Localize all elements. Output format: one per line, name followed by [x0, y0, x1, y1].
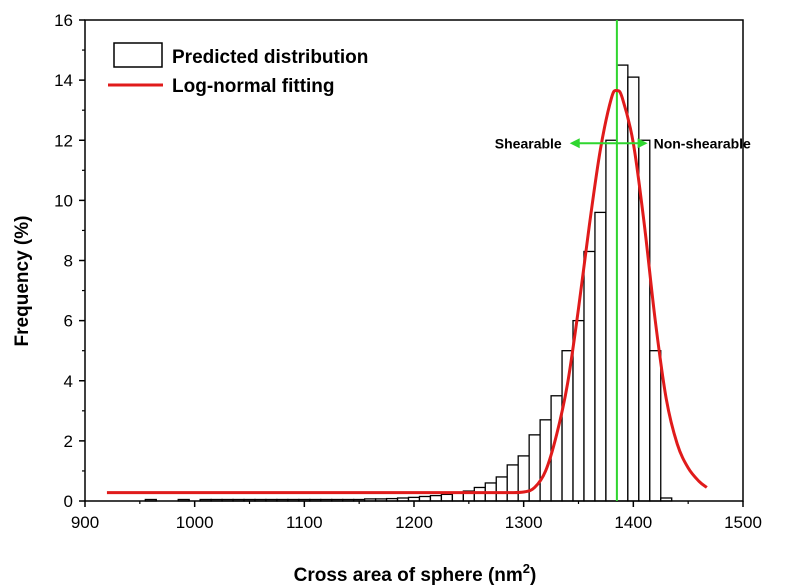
y-tick-label: 4	[64, 372, 73, 391]
histogram-bar	[451, 492, 464, 502]
histogram-bar	[572, 319, 585, 502]
y-tick-label: 16	[54, 11, 73, 30]
histogram-bar	[616, 64, 629, 502]
y-tick-label: 14	[54, 71, 73, 90]
x-tick-label: 1200	[395, 513, 433, 532]
x-tick-label: 1000	[176, 513, 214, 532]
y-tick-label: 8	[64, 252, 73, 271]
y-tick-label: 2	[64, 432, 73, 451]
shear-arrow	[569, 138, 648, 149]
x-axis-title-close: )	[530, 565, 536, 586]
histogram-bar	[440, 493, 454, 502]
legend: Predicted distribution Log-normal fittin…	[108, 42, 368, 97]
x-tick-label: 1300	[505, 513, 543, 532]
histogram-bar	[594, 211, 607, 502]
y-tick-label: 0	[64, 492, 73, 511]
histogram-bar	[473, 486, 486, 502]
x-axis-title-superscript: 2	[523, 561, 530, 576]
arrow-head-left	[569, 138, 580, 149]
histogram-bar	[495, 476, 508, 502]
arrow-head-right	[637, 138, 648, 149]
x-tick-label: 900	[71, 513, 99, 532]
annotation-non-shearable: Non-shearable	[654, 135, 751, 151]
legend-histogram-swatch	[113, 42, 163, 68]
histogram-bar	[605, 139, 618, 502]
histogram-bar	[517, 455, 530, 502]
histogram-bar	[561, 350, 574, 502]
y-tick-label: 10	[54, 191, 73, 210]
x-axis-title-text: Cross area of sphere (nm	[294, 565, 523, 586]
y-axis-title: Frequency (%)	[12, 216, 33, 347]
histogram-bars	[144, 64, 673, 502]
histogram-bar	[649, 350, 662, 502]
log-normal-fit-curve	[106, 88, 708, 495]
x-tick-label: 1100	[286, 513, 323, 532]
legend-label-fit: Log-normal fitting	[172, 76, 335, 97]
x-axis-title: Cross area of sphere (nm2)	[294, 561, 537, 586]
y-tick-label: 12	[54, 131, 73, 150]
annotation-shearable: Shearable	[495, 135, 562, 151]
axes: 900 1000 1100 1200 1300 1400 1500 0 2 4 6 8 10 12 14 16	[54, 11, 762, 532]
y-tick-label: 6	[64, 312, 73, 331]
x-tick-label: 1400	[614, 513, 652, 532]
histogram-bar	[583, 250, 596, 502]
legend-label-predicted: Predicted distribution	[172, 47, 368, 68]
x-tick-label: 1500	[724, 513, 762, 532]
histogram-bar	[429, 494, 443, 502]
histogram-bar	[506, 464, 519, 502]
